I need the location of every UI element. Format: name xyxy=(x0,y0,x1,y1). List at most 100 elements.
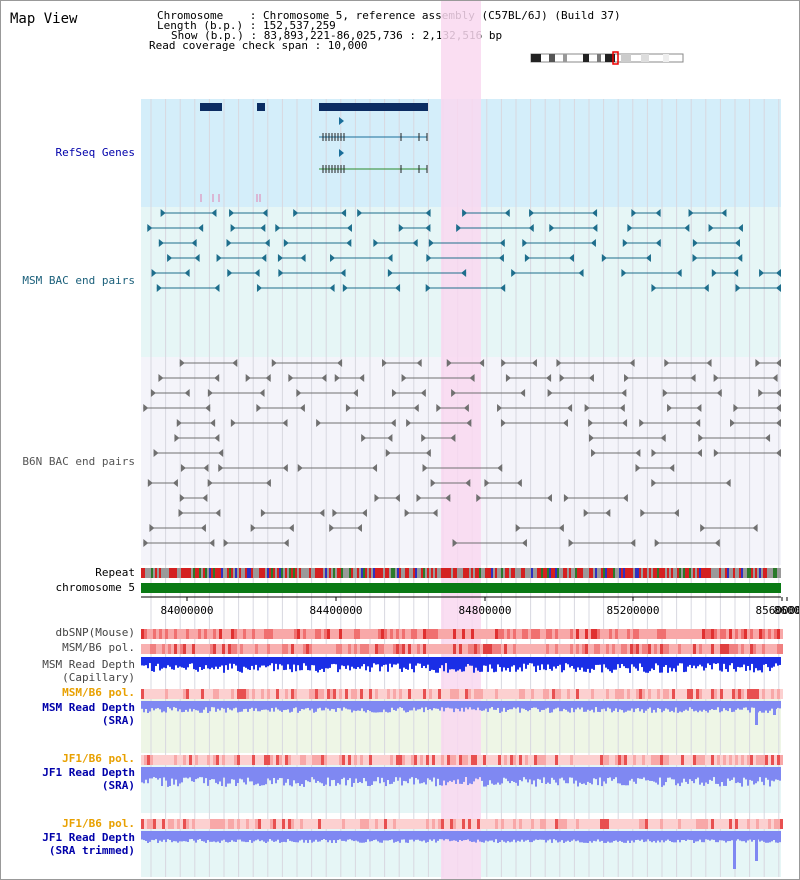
gene-block xyxy=(319,103,428,111)
jf1-trim-depth-bar xyxy=(567,831,569,841)
jf1-trim-depth-bar xyxy=(169,831,171,840)
jf1-b6-pol-cell xyxy=(513,755,516,765)
jf1-trim-depth-bar xyxy=(523,831,525,842)
msm-depth-sra-bar xyxy=(413,701,415,708)
info-length: Length (b.p.) : 152,537,259 xyxy=(157,19,336,32)
jf1-b6-pol-trim-cell xyxy=(303,819,306,829)
msm-b6-pol-cell xyxy=(354,644,357,654)
msm-depth-cap-bar xyxy=(671,657,673,672)
jf1-depth-bar xyxy=(657,767,659,785)
jf1-trim-depth-bar xyxy=(485,831,487,841)
jf1-b6-pol-cell xyxy=(312,755,315,765)
jf1-depth-bar xyxy=(419,767,421,784)
dbsnp-cell xyxy=(501,629,504,639)
jf1-depth-bar xyxy=(241,767,243,780)
msm-depth-sra-bar xyxy=(611,701,613,713)
msm-b6-pol-cell xyxy=(375,644,378,654)
jf1-b6-pol-trim-cell xyxy=(441,819,444,829)
jf1-b6-pol-trim-cell xyxy=(735,819,738,829)
msm-b6-pol-sra-cell xyxy=(318,689,321,699)
msm-depth-cap-bar xyxy=(219,657,221,667)
jf1-b6-pol-cell xyxy=(411,755,414,765)
repeat-segment xyxy=(187,568,189,578)
repeat-segment xyxy=(607,568,609,578)
dbsnp-cell xyxy=(435,629,438,639)
msm-bac-pair-end xyxy=(522,239,528,247)
repeat-segment xyxy=(239,568,241,578)
repeat-segment xyxy=(467,568,469,578)
repeat-segment xyxy=(413,568,415,578)
msm-depth-sra-bar xyxy=(353,701,355,711)
repeat-segment xyxy=(765,568,767,578)
repeat-segment xyxy=(209,568,211,578)
msm-depth-sra-bar xyxy=(403,701,405,711)
jf1-depth-bar xyxy=(167,767,169,787)
repeat-segment xyxy=(263,568,265,578)
jf1-trim-depth-bar xyxy=(149,831,151,842)
msm-b6-pol-cell xyxy=(774,644,777,654)
repeat-segment xyxy=(679,568,681,578)
repeat-segment xyxy=(535,568,537,578)
jf1-trim-depth-bar xyxy=(387,831,389,841)
jf1-depth-bar xyxy=(327,767,329,778)
msm-depth-sra-bar xyxy=(471,701,473,710)
msm-b6-pol-sra-cell xyxy=(516,689,519,699)
jf1-b6-pol-cell xyxy=(294,755,297,765)
repeat-segment xyxy=(317,568,319,578)
jf1-b6-pol-trim-cell xyxy=(732,819,735,829)
dbsnp-cell xyxy=(144,629,147,639)
msm-b6-pol-cell xyxy=(141,644,144,654)
jf1-b6-pol-trim-cell xyxy=(393,819,396,829)
jf1-b6-pol-trim-cell xyxy=(495,819,498,829)
msm-b6-pol-cell xyxy=(348,644,351,654)
msm-depth-sra-bar xyxy=(537,701,539,710)
dbsnp-cell xyxy=(492,629,495,639)
jf1-b6-pol-trim-cell xyxy=(162,819,165,829)
msm-b6-pol-cell xyxy=(510,644,513,654)
msm-depth-sra-bar xyxy=(635,701,637,709)
msm-depth-sra-bar xyxy=(629,701,631,711)
jf1-b6-pol-cell xyxy=(687,755,690,765)
jf1-b6-pol-cell xyxy=(564,755,567,765)
msm-depth-cap-bar xyxy=(571,657,573,667)
axis-tick-label: 85200000 xyxy=(607,604,660,617)
msm-b6-pol-cell xyxy=(582,644,585,654)
msm-depth-cap-bar xyxy=(469,657,471,666)
jf1-b6-pol-trim-cell xyxy=(273,819,276,829)
jf1-depth-bar xyxy=(773,767,775,782)
jf1-depth-bar xyxy=(361,767,363,784)
msm-depth-cap-bar xyxy=(777,657,779,666)
repeat-segment xyxy=(451,568,453,578)
repeat-segment xyxy=(601,568,603,578)
jf1-b6-pol-cell xyxy=(408,755,411,765)
dbsnp-cell xyxy=(756,629,759,639)
jf1-trim-depth-bar xyxy=(161,831,163,842)
repeat-segment xyxy=(221,568,223,578)
b6n-bac-pair-end xyxy=(484,479,490,487)
jf1-b6-pol-trim-cell xyxy=(381,819,384,829)
repeat-segment xyxy=(443,568,445,578)
msm-depth-cap-bar xyxy=(729,657,731,666)
repeat-segment xyxy=(241,568,243,578)
msm-depth-cap-bar xyxy=(493,657,495,673)
jf1-b6-pol-trim-cell xyxy=(684,819,687,829)
msm-bac-pair-end xyxy=(330,254,336,262)
msm-depth-sra-bar xyxy=(533,701,535,708)
jf1-trim-depth-bar xyxy=(201,831,203,842)
msm-b6-pol-sra-cell xyxy=(198,689,201,699)
msm-b6-pol-sra-cell xyxy=(330,689,333,699)
jf1-trim-depth-bar xyxy=(373,831,375,841)
msm-depth-cap-bar xyxy=(679,657,681,664)
jf1-trim-depth-bar xyxy=(273,831,275,842)
b6n-bac-pair-end xyxy=(334,374,340,382)
repeat-segment xyxy=(667,568,669,578)
jf1-b6-pol-cell xyxy=(357,755,360,765)
repeat-segment xyxy=(583,568,585,578)
jf1-b6-pol-trim-cell xyxy=(543,819,546,829)
jf1-depth-bar xyxy=(585,767,587,785)
jf1-b6-pol-cell xyxy=(654,755,657,765)
jf1-depth-bar xyxy=(379,767,381,784)
dbsnp-cell xyxy=(507,629,510,639)
dbsnp-cell xyxy=(411,629,414,639)
